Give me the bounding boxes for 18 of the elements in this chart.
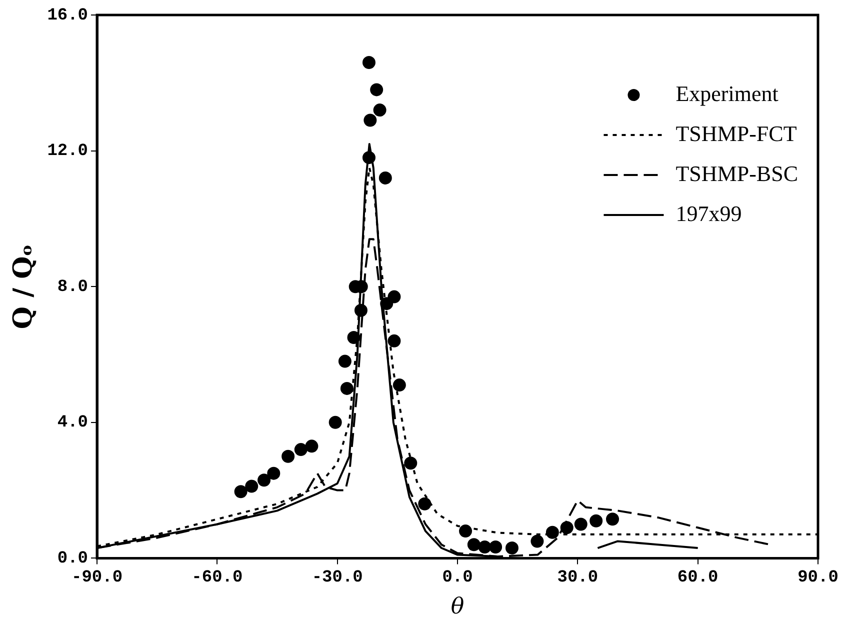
x-tick-label: -60.0 xyxy=(192,568,243,588)
x-tick-label: 0.0 xyxy=(442,568,473,588)
y-axis-title: Q / Qₒ xyxy=(8,244,38,330)
y-tick-label: 4.0 xyxy=(57,414,88,433)
x-tick-label: -90.0 xyxy=(72,568,123,588)
legend-label: 197x99 xyxy=(676,200,742,226)
x-tick-label: 60.0 xyxy=(677,568,718,588)
y-tick-label: 8.0 xyxy=(57,278,88,297)
x-tick-label: 30.0 xyxy=(557,568,598,588)
x-tick-label: -30.0 xyxy=(312,568,363,588)
legend-label: TSHMP-BSC xyxy=(676,160,798,186)
legend-label: Experiment xyxy=(676,80,778,106)
x-tick-label: 90.0 xyxy=(798,568,838,588)
y-tick-label: 12.0 xyxy=(47,142,88,162)
y-tick-label: 16.0 xyxy=(47,6,88,26)
y-tick-label: 0.0 xyxy=(57,549,88,568)
x-axis-title: θ xyxy=(450,594,464,620)
legend-label: TSHMP-FCT xyxy=(676,120,798,146)
